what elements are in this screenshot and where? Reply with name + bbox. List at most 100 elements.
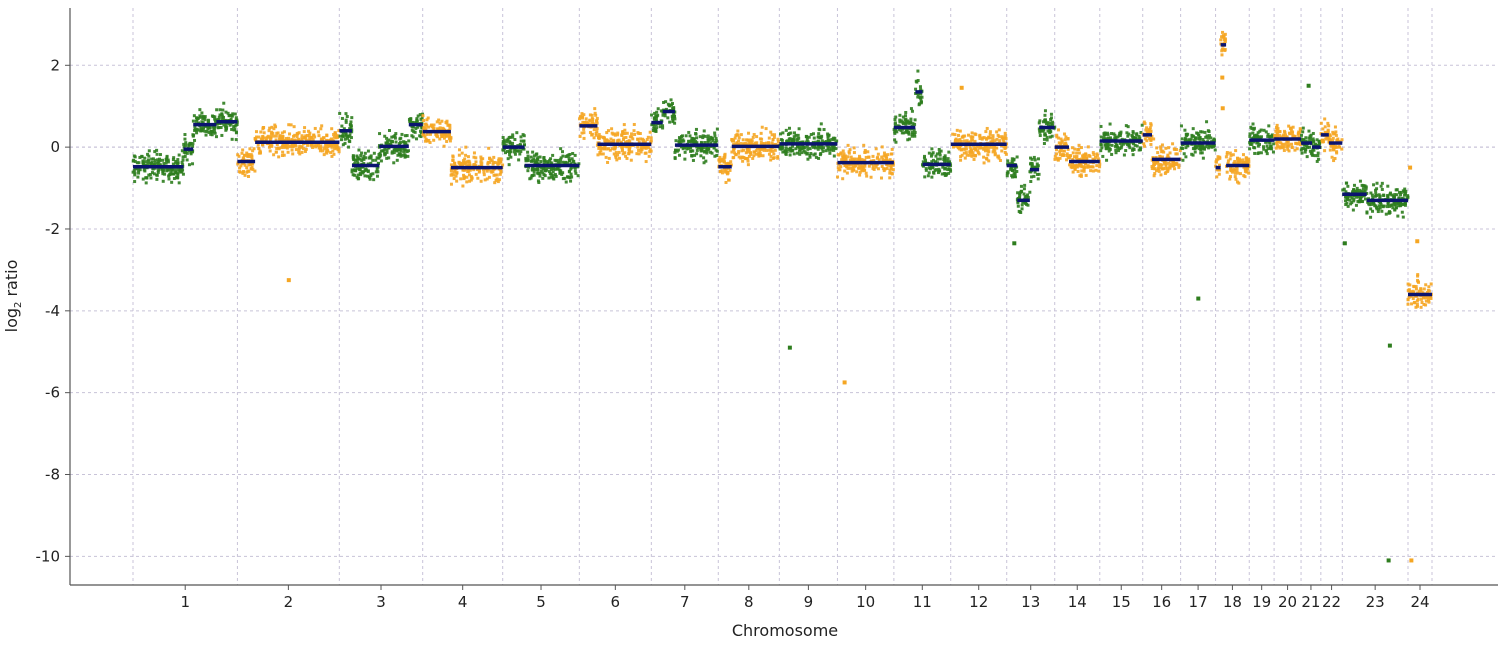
probe-point bbox=[1091, 169, 1095, 173]
x-tick-label: 11 bbox=[913, 593, 932, 611]
probe-point bbox=[893, 118, 897, 122]
probe-point bbox=[250, 154, 254, 158]
probe-point bbox=[673, 150, 677, 154]
probe-point bbox=[622, 136, 626, 140]
probe-point bbox=[797, 146, 801, 150]
probe-point bbox=[630, 132, 634, 136]
probe-point bbox=[1321, 138, 1325, 142]
probe-point bbox=[322, 153, 326, 157]
probe-point bbox=[330, 145, 334, 149]
probe-point bbox=[767, 148, 771, 152]
probe-point bbox=[284, 136, 288, 140]
probe-point bbox=[1275, 127, 1279, 131]
probe-point bbox=[628, 135, 632, 139]
probe-point bbox=[1419, 305, 1423, 309]
probe-point bbox=[222, 123, 226, 127]
probe-point bbox=[156, 161, 160, 165]
probe-point bbox=[591, 122, 595, 126]
probe-point bbox=[315, 143, 319, 147]
probe-point bbox=[764, 127, 768, 131]
probe-point bbox=[307, 133, 311, 137]
probe-point bbox=[282, 138, 286, 142]
probe-point bbox=[1414, 305, 1418, 309]
probe-point bbox=[526, 159, 530, 163]
probe-point bbox=[230, 113, 234, 117]
probe-point bbox=[442, 144, 446, 148]
probe-point bbox=[543, 174, 547, 178]
probe-point bbox=[735, 141, 739, 145]
probe-point bbox=[243, 173, 247, 177]
probe-point bbox=[1218, 155, 1222, 159]
probe-point bbox=[695, 145, 699, 149]
probe-point bbox=[871, 164, 875, 168]
probe-point bbox=[740, 155, 744, 159]
probe-point bbox=[869, 175, 873, 179]
probe-point bbox=[1095, 153, 1099, 157]
probe-point bbox=[935, 152, 939, 156]
probe-point bbox=[1256, 152, 1260, 156]
probe-point bbox=[385, 136, 389, 140]
probe-point bbox=[1179, 124, 1183, 128]
probe-point bbox=[546, 166, 550, 170]
probe-point bbox=[1118, 134, 1122, 138]
probe-point bbox=[798, 152, 802, 156]
probe-point bbox=[1079, 174, 1083, 178]
probe-point bbox=[987, 159, 991, 163]
probe-point bbox=[362, 157, 366, 161]
probe-point bbox=[292, 143, 296, 147]
probe-point bbox=[238, 166, 242, 170]
probe-point bbox=[1004, 152, 1008, 156]
probe-point bbox=[763, 146, 767, 150]
probe-point bbox=[234, 116, 238, 120]
probe-point bbox=[282, 153, 286, 157]
probe-point bbox=[467, 159, 471, 163]
probe-point bbox=[659, 109, 663, 113]
probe-point bbox=[1283, 133, 1287, 137]
probe-point bbox=[1000, 149, 1004, 153]
probe-point bbox=[1167, 146, 1171, 150]
probe-point bbox=[234, 131, 238, 135]
probe-point bbox=[899, 128, 903, 132]
probe-point bbox=[1043, 118, 1047, 122]
outlier-point bbox=[842, 380, 847, 385]
probe-point bbox=[474, 164, 478, 168]
probe-point bbox=[1152, 167, 1156, 171]
probe-point bbox=[1193, 143, 1197, 147]
probe-point bbox=[816, 140, 820, 144]
probe-point bbox=[1101, 154, 1105, 158]
probe-point bbox=[193, 125, 197, 129]
probe-point bbox=[1068, 163, 1072, 167]
probe-point bbox=[1365, 191, 1369, 195]
probe-point bbox=[446, 123, 450, 127]
probe-point bbox=[616, 133, 620, 137]
probe-point bbox=[1036, 165, 1040, 169]
probe-point bbox=[830, 137, 834, 141]
probe-point bbox=[1348, 198, 1352, 202]
probe-point bbox=[351, 173, 355, 177]
probe-point bbox=[984, 147, 988, 151]
probe-point bbox=[383, 134, 387, 138]
probe-point bbox=[1274, 146, 1278, 150]
probe-point bbox=[155, 148, 159, 152]
probe-point bbox=[597, 146, 601, 150]
probe-point bbox=[307, 129, 311, 133]
probe-point bbox=[1002, 140, 1006, 144]
probe-point bbox=[1131, 130, 1135, 134]
probe-point bbox=[819, 151, 823, 155]
probe-point bbox=[462, 177, 466, 181]
probe-point bbox=[1072, 155, 1076, 159]
probe-point bbox=[924, 168, 928, 172]
probe-point bbox=[644, 160, 648, 164]
probe-point bbox=[1278, 130, 1282, 134]
probe-point bbox=[1037, 121, 1041, 125]
probe-point bbox=[245, 151, 249, 155]
probe-point bbox=[274, 125, 278, 129]
probe-point bbox=[385, 156, 389, 160]
probe-point bbox=[1048, 128, 1052, 132]
probe-point bbox=[1369, 215, 1373, 219]
probe-point bbox=[843, 169, 847, 173]
probe-point bbox=[239, 164, 243, 168]
probe-point bbox=[1055, 133, 1059, 137]
probe-point bbox=[274, 150, 278, 154]
probe-point bbox=[309, 143, 313, 147]
